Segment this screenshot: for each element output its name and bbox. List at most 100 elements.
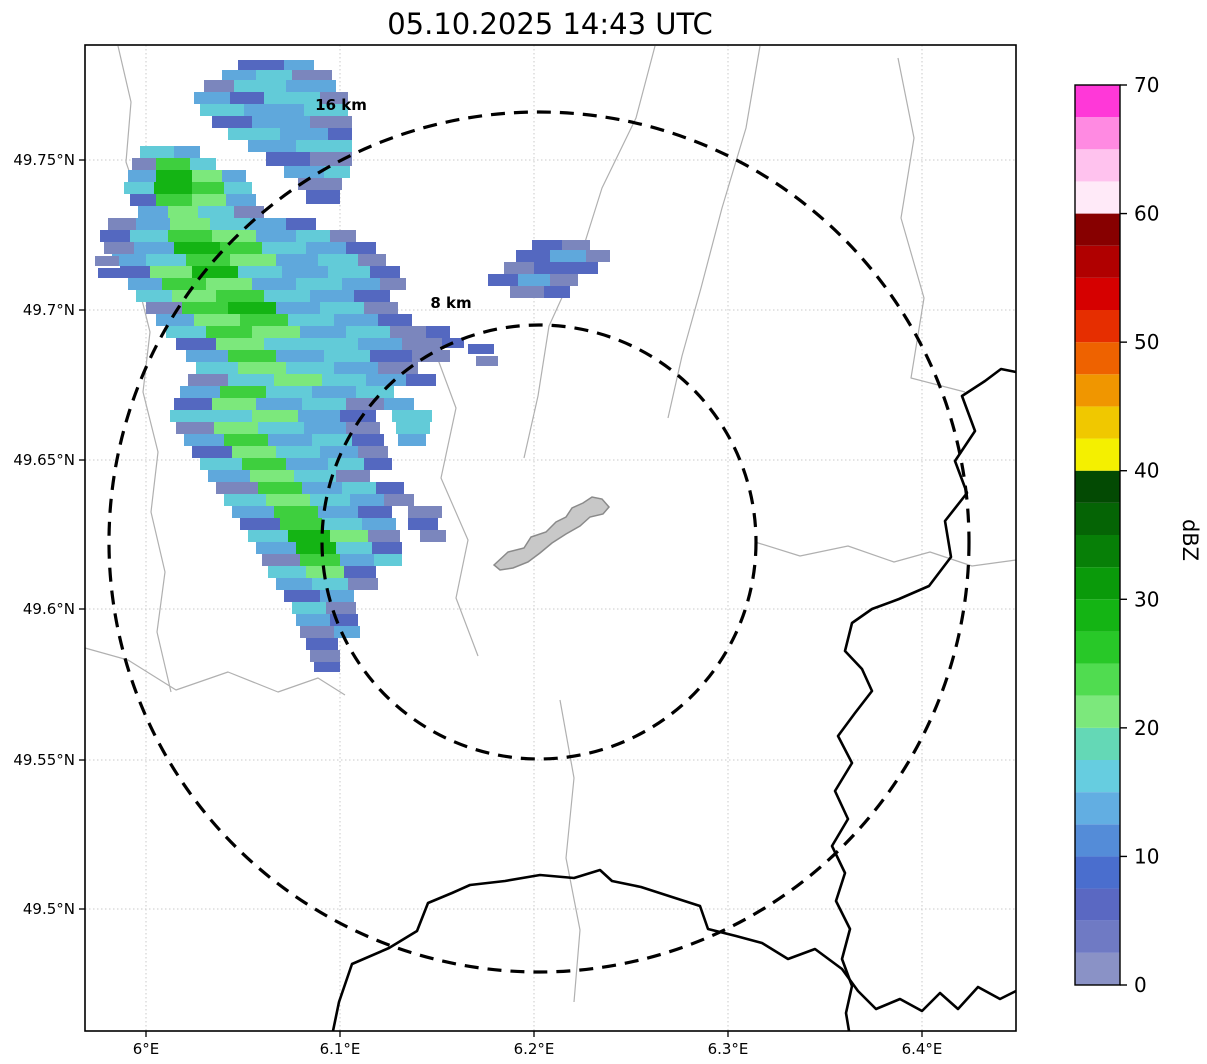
colorbar-tick-label: 10: [1134, 844, 1159, 868]
country-border-line: [830, 367, 1017, 1032]
radar-echo-cell: [296, 278, 342, 290]
radar-echo-cell: [238, 362, 286, 374]
radar-echo-cell: [346, 326, 390, 338]
radar-echo-cell: [302, 482, 342, 494]
colorbar-segment: [1075, 631, 1120, 664]
radar-echo-cell: [284, 60, 314, 70]
radar-echo-cell: [532, 240, 562, 250]
radar-echo-cell: [180, 386, 220, 398]
radar-echo-cell: [298, 410, 340, 422]
radar-echo-cell: [340, 554, 374, 566]
radar-echo-cell: [250, 470, 294, 482]
country-border-line: [331, 868, 1017, 1032]
radar-echo-cell: [168, 230, 212, 242]
radar-echo-cell: [212, 398, 256, 410]
range-ring-label: 8 km: [430, 294, 471, 312]
radar-echo-cell: [348, 578, 378, 590]
radar-echo-cell: [586, 250, 610, 262]
ring-labels-layer: 8 km 16 km: [315, 96, 471, 312]
boundary-line: [117, 45, 172, 693]
x-tick-label: 6.2°E: [514, 1040, 555, 1058]
airport-shape: [492, 496, 610, 571]
radar-echo-cell: [322, 518, 362, 530]
radar-echo-cell: [172, 290, 216, 302]
radar-echo-cell: [266, 152, 310, 166]
radar-echo-cell: [230, 254, 276, 266]
radar-echo-cell: [368, 530, 400, 542]
radar-echo-cell: [488, 274, 518, 286]
radar-echo-cell: [304, 422, 346, 434]
radar-echo-cell: [174, 146, 200, 158]
radar-echo-cell: [396, 422, 430, 434]
radar-echo-cell: [112, 254, 146, 266]
colorbar-segment: [1075, 727, 1120, 760]
radar-echo-cell: [356, 386, 394, 398]
colorbar-segment: [1075, 502, 1120, 535]
radar-echo-cell: [476, 356, 498, 366]
radar-echo-cell: [320, 446, 358, 458]
radar-echo-cell: [208, 410, 252, 422]
radar-echo-cell: [286, 362, 334, 374]
radar-echo-cell: [188, 374, 228, 386]
radar-echo-cell: [228, 374, 274, 386]
colorbar-segment: [1075, 438, 1120, 471]
radar-echo-cell: [230, 92, 264, 104]
colorbar-segment: [1075, 245, 1120, 278]
radar-echo-cell: [234, 206, 264, 218]
radar-echo-cell: [212, 116, 252, 128]
radar-echo-cell: [128, 278, 162, 290]
radar-echo-cell: [310, 152, 352, 166]
radar-echo-cell: [324, 166, 350, 178]
radar-echo-cell: [240, 314, 288, 326]
radar-echo-cell: [220, 386, 266, 398]
y-tick-label: 49.7°N: [23, 301, 75, 319]
radar-echo-cell: [100, 230, 130, 242]
colorbar-segment: [1075, 117, 1120, 150]
radar-echo-cell: [240, 518, 280, 530]
radar-echo-cell: [252, 410, 298, 422]
x-tick-label: 6.4°E: [902, 1040, 943, 1058]
radar-echo-cell: [156, 314, 194, 326]
radar-echo-cell: [468, 344, 494, 354]
radar-echo-cell: [320, 92, 348, 104]
radar-echo-layer: [95, 60, 610, 672]
colorbar-segment: [1075, 470, 1120, 503]
colorbar-unit-label: dBZ: [1178, 519, 1202, 561]
radar-echo-cell: [138, 206, 168, 218]
colorbar-tick-label: 50: [1134, 330, 1159, 354]
radar-echo-cell: [256, 70, 292, 80]
radar-echo-cell: [234, 80, 286, 92]
radar-echo-cell: [302, 398, 346, 410]
radar-echo-cell: [224, 434, 268, 446]
radar-echo-cell: [206, 326, 252, 338]
radar-echo-cell: [312, 338, 358, 350]
radar-echo-cell: [256, 542, 296, 554]
radar-echo-cell: [286, 80, 336, 92]
radar-echo-cell: [250, 218, 286, 230]
radar-echo-cell: [390, 326, 426, 338]
radar-echo-cell: [544, 286, 570, 298]
radar-echo-cell: [306, 190, 340, 204]
colorbar-tick-label: 20: [1134, 716, 1159, 740]
radar-echo-cell: [384, 494, 414, 506]
boundary-line: [429, 337, 479, 657]
radar-echo-cell: [310, 290, 354, 302]
colorbar-segment: [1075, 599, 1120, 632]
radar-echo-cell: [568, 262, 598, 274]
radar-echo-cell: [130, 230, 168, 242]
radar-echo-cell: [284, 590, 320, 602]
radar-echo-cell: [312, 578, 348, 590]
radar-echo-cell: [156, 194, 192, 206]
radar-echo-cell: [174, 398, 212, 410]
x-tick-label: 6.1°E: [320, 1040, 361, 1058]
radar-echo-cell: [358, 338, 402, 350]
radar-echo-cell: [176, 422, 214, 434]
radar-echo-cell: [510, 286, 544, 298]
radar-echo-cell: [140, 146, 174, 158]
radar-echo-cell: [504, 262, 534, 274]
radar-echo-cell: [276, 254, 318, 266]
radar-echo-cell: [228, 128, 280, 140]
radar-echo-cell: [262, 242, 306, 254]
radar-echo-cell: [154, 182, 192, 194]
radar-echo-cell: [252, 116, 310, 128]
